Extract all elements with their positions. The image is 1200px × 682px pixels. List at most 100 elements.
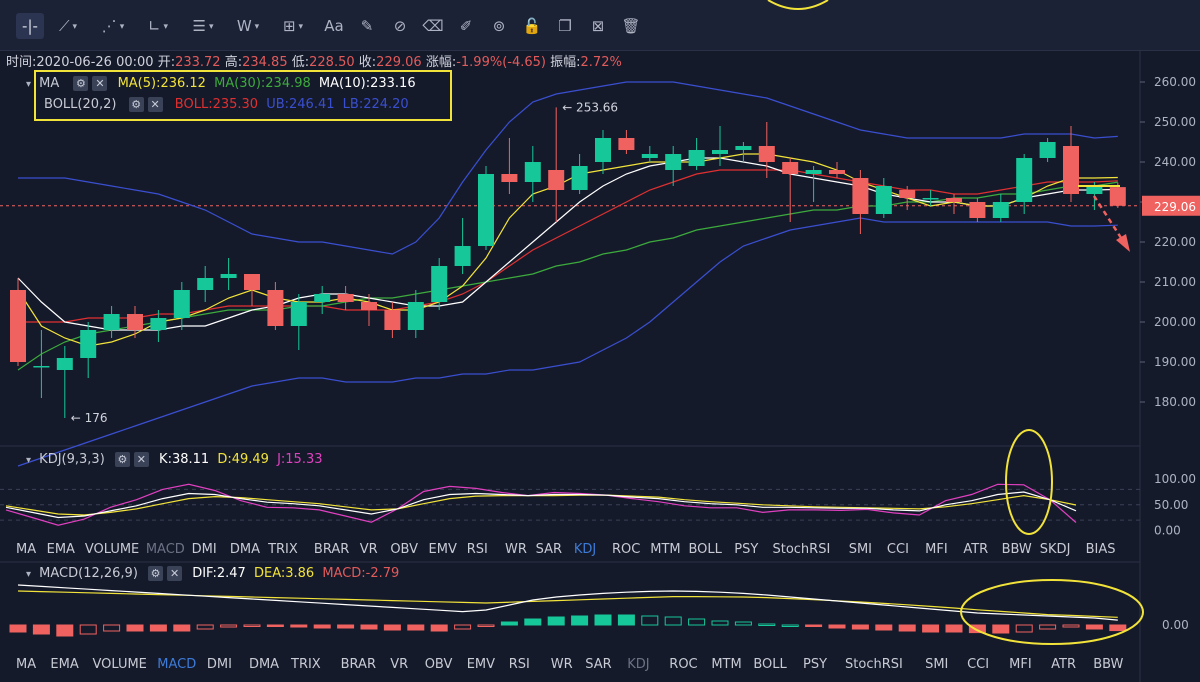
tab-ma[interactable]: MA	[16, 657, 37, 672]
tab-brar[interactable]: BRAR	[340, 657, 376, 672]
kdj-legend-name[interactable]: KDJ(9,3,3)	[39, 452, 105, 467]
tab-obv[interactable]: OBV	[390, 542, 418, 557]
tab-trix[interactable]: TRIX	[291, 657, 321, 672]
tab-psy[interactable]: PSY	[734, 542, 759, 557]
ma-legend-name[interactable]: MA	[39, 76, 60, 91]
tab-kdj[interactable]: KDJ	[573, 542, 597, 557]
tab-stochrsi[interactable]: StochRSI	[845, 657, 903, 672]
tab-psy[interactable]: PSY	[803, 657, 828, 672]
candle-body	[735, 146, 752, 150]
gear-icon[interactable]: ⚙	[114, 452, 130, 467]
chevron-down-icon[interactable]: ▾	[72, 21, 78, 32]
close-icon[interactable]: ✕	[147, 97, 163, 112]
multi-line-icon[interactable]: ⋰ ▾	[101, 17, 125, 35]
close-icon[interactable]: ✕	[133, 452, 149, 467]
tab-mfi[interactable]: MFI	[925, 542, 948, 557]
boll-legend: BOLL(20,2) ⚙ ✕ BOLL:235.30 UB:246.41 LB:2…	[44, 97, 409, 112]
tab-bbw[interactable]: BBW	[1093, 657, 1124, 672]
tab-trix[interactable]: TRIX	[268, 542, 298, 557]
measure-icon[interactable]: ⊞ ▾	[282, 17, 304, 35]
annotation-kdj-ellipse	[1005, 429, 1053, 535]
tab-smi[interactable]: SMI	[925, 657, 949, 672]
crosshair-icon[interactable]: -|-	[16, 13, 44, 39]
tab-emv[interactable]: EMV	[466, 657, 496, 672]
tab-sar[interactable]: SAR	[535, 542, 563, 557]
angle-icon[interactable]: ∟ ▾	[147, 17, 169, 35]
text-icon[interactable]: Aa	[324, 17, 344, 35]
tab-kdj[interactable]: KDJ	[627, 657, 650, 672]
tab-ema[interactable]: EMA	[50, 657, 79, 672]
macd-histogram-bar	[711, 620, 729, 626]
tab-mfi[interactable]: MFI	[1009, 657, 1032, 672]
tab-boll[interactable]: BOLL	[688, 542, 722, 557]
gear-icon[interactable]: ⚙	[128, 97, 144, 112]
tab-roc[interactable]: ROC	[669, 657, 698, 672]
gear-icon[interactable]: ⚙	[148, 566, 164, 581]
tab-dmi[interactable]: DMI	[191, 542, 217, 557]
visibility-icon[interactable]: ⊚	[492, 17, 506, 35]
tab-macd[interactable]: MACD	[145, 542, 185, 557]
tab-cci[interactable]: CCI	[886, 542, 909, 557]
chevron-down-icon[interactable]: ▾	[119, 21, 125, 32]
tab-mtm[interactable]: MTM	[711, 657, 742, 672]
layers-icon[interactable]: ❐	[558, 17, 572, 35]
candle-body	[80, 330, 97, 358]
chevron-down-icon[interactable]: ▾	[254, 21, 260, 32]
kdj-tick-label: 100.00	[1154, 472, 1196, 486]
tab-brar[interactable]: BRAR	[313, 542, 350, 557]
wave-icon[interactable]: W ▾	[236, 17, 260, 35]
tab-cci[interactable]: CCI	[967, 657, 990, 672]
tab-volume[interactable]: VOLUME	[84, 542, 140, 557]
lock-icon[interactable]: 🔓	[522, 17, 542, 35]
chevron-down-icon[interactable]: ▾	[163, 21, 169, 32]
macd-histogram-bar	[617, 614, 635, 626]
tab-volume[interactable]: VOLUME	[92, 657, 147, 672]
candle-body	[641, 154, 658, 158]
tab-vr[interactable]: VR	[390, 657, 409, 672]
tab-emv[interactable]: EMV	[428, 542, 457, 557]
tab-dma[interactable]: DMA	[229, 542, 260, 557]
close-icon[interactable]: ✕	[92, 76, 108, 91]
parallel-lines-icon[interactable]: ☰ ▾	[192, 17, 214, 35]
hide-icon[interactable]: ⊠	[591, 17, 605, 35]
tab-rsi[interactable]: RSI	[508, 657, 530, 672]
tab-macd[interactable]: MACD	[157, 657, 197, 672]
tab-vr[interactable]: VR	[359, 542, 378, 557]
tab-bias[interactable]: BIAS	[1085, 542, 1116, 557]
macd-histogram-bar	[313, 624, 331, 629]
annotation-red-arrowhead	[1116, 234, 1130, 252]
tab-rsi[interactable]: RSI	[466, 542, 488, 557]
tab-ema[interactable]: EMA	[46, 542, 75, 557]
chevron-down-icon[interactable]: ▾	[208, 21, 214, 32]
tab-skdj[interactable]: SKDJ	[1039, 542, 1071, 557]
tab-ma[interactable]: MA	[16, 542, 37, 557]
tab-bbw[interactable]: BBW	[1001, 542, 1032, 557]
tab-atr[interactable]: ATR	[1051, 657, 1077, 672]
tab-wr[interactable]: WR	[504, 542, 527, 557]
candle-body	[688, 150, 705, 166]
brush-icon[interactable]: ✎	[360, 17, 374, 35]
tab-boll[interactable]: BOLL	[753, 657, 787, 672]
pen-icon[interactable]: ✐	[459, 17, 473, 35]
tab-atr[interactable]: ATR	[963, 542, 989, 557]
tab-mtm[interactable]: MTM	[650, 542, 681, 557]
tab-roc[interactable]: ROC	[612, 542, 641, 557]
gear-icon[interactable]: ⚙	[73, 76, 89, 91]
tab-stochrsi[interactable]: StochRSI	[772, 542, 831, 557]
close-icon[interactable]: ✕	[167, 566, 183, 581]
eraser-icon[interactable]: ⌫	[422, 17, 444, 35]
tab-obv[interactable]: OBV	[424, 657, 453, 672]
tab-wr[interactable]: WR	[550, 657, 573, 672]
time-label: 时间:	[6, 55, 37, 70]
candle-body	[969, 202, 986, 218]
tab-smi[interactable]: SMI	[848, 542, 873, 557]
chevron-down-icon[interactable]: ▾	[298, 21, 304, 32]
tab-dma[interactable]: DMA	[248, 657, 280, 672]
delete-icon[interactable]: 🗑	[621, 17, 641, 35]
trend-line-icon[interactable]: ⟋ ▾	[58, 17, 78, 35]
tab-dmi[interactable]: DMI	[206, 657, 232, 672]
boll-legend-name[interactable]: BOLL(20,2)	[44, 97, 117, 112]
tab-sar[interactable]: SAR	[585, 657, 612, 672]
macd-legend-name[interactable]: MACD(12,26,9)	[39, 566, 138, 581]
magnet-icon[interactable]: ⊘	[393, 17, 407, 35]
